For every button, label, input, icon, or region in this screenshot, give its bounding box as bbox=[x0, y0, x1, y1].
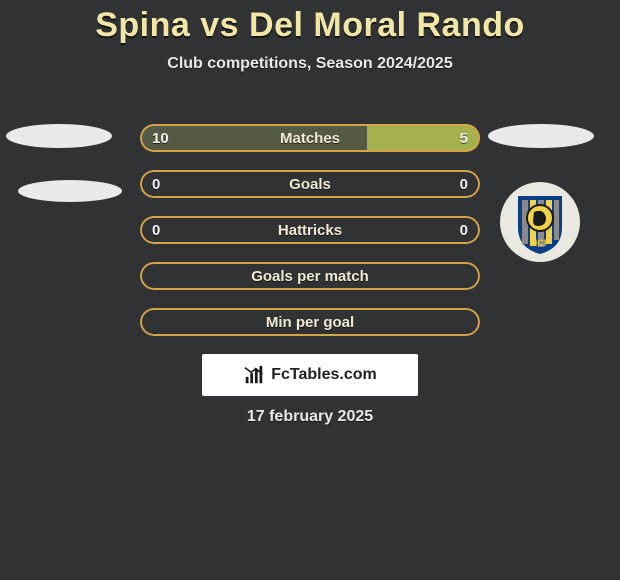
brand-box: FcTables.com bbox=[202, 354, 418, 396]
club-badge-icon: HCF bbox=[500, 182, 580, 262]
stat-label: Goals per match bbox=[140, 262, 480, 290]
stat-row: Goals per match bbox=[140, 262, 480, 290]
brand-text: FcTables.com bbox=[271, 366, 377, 384]
stat-row: 105Matches bbox=[140, 124, 480, 152]
footer-date: 17 february 2025 bbox=[0, 408, 620, 426]
stats-rows: 105Matches 00Goals 00Hattricks Goals per ma… bbox=[140, 124, 480, 354]
page-subtitle: Club competitions, Season 2024/2025 bbox=[0, 55, 620, 73]
stat-label: Min per goal bbox=[140, 308, 480, 336]
left-player-placeholder-mid bbox=[18, 180, 122, 202]
stat-row: 00Hattricks bbox=[140, 216, 480, 244]
page-title: Spina vs Del Moral Rando bbox=[0, 0, 620, 45]
stat-label: Matches bbox=[140, 124, 480, 152]
stat-row: 00Goals bbox=[140, 170, 480, 198]
stat-row: Min per goal bbox=[140, 308, 480, 336]
stat-label: Hattricks bbox=[140, 216, 480, 244]
bar-chart-icon bbox=[243, 364, 265, 386]
left-player-placeholder-top bbox=[6, 124, 112, 148]
right-club-badge: HCF bbox=[500, 182, 580, 262]
right-player-placeholder-top bbox=[488, 124, 594, 148]
svg-text:HCF: HCF bbox=[531, 238, 550, 248]
stat-label: Goals bbox=[140, 170, 480, 198]
